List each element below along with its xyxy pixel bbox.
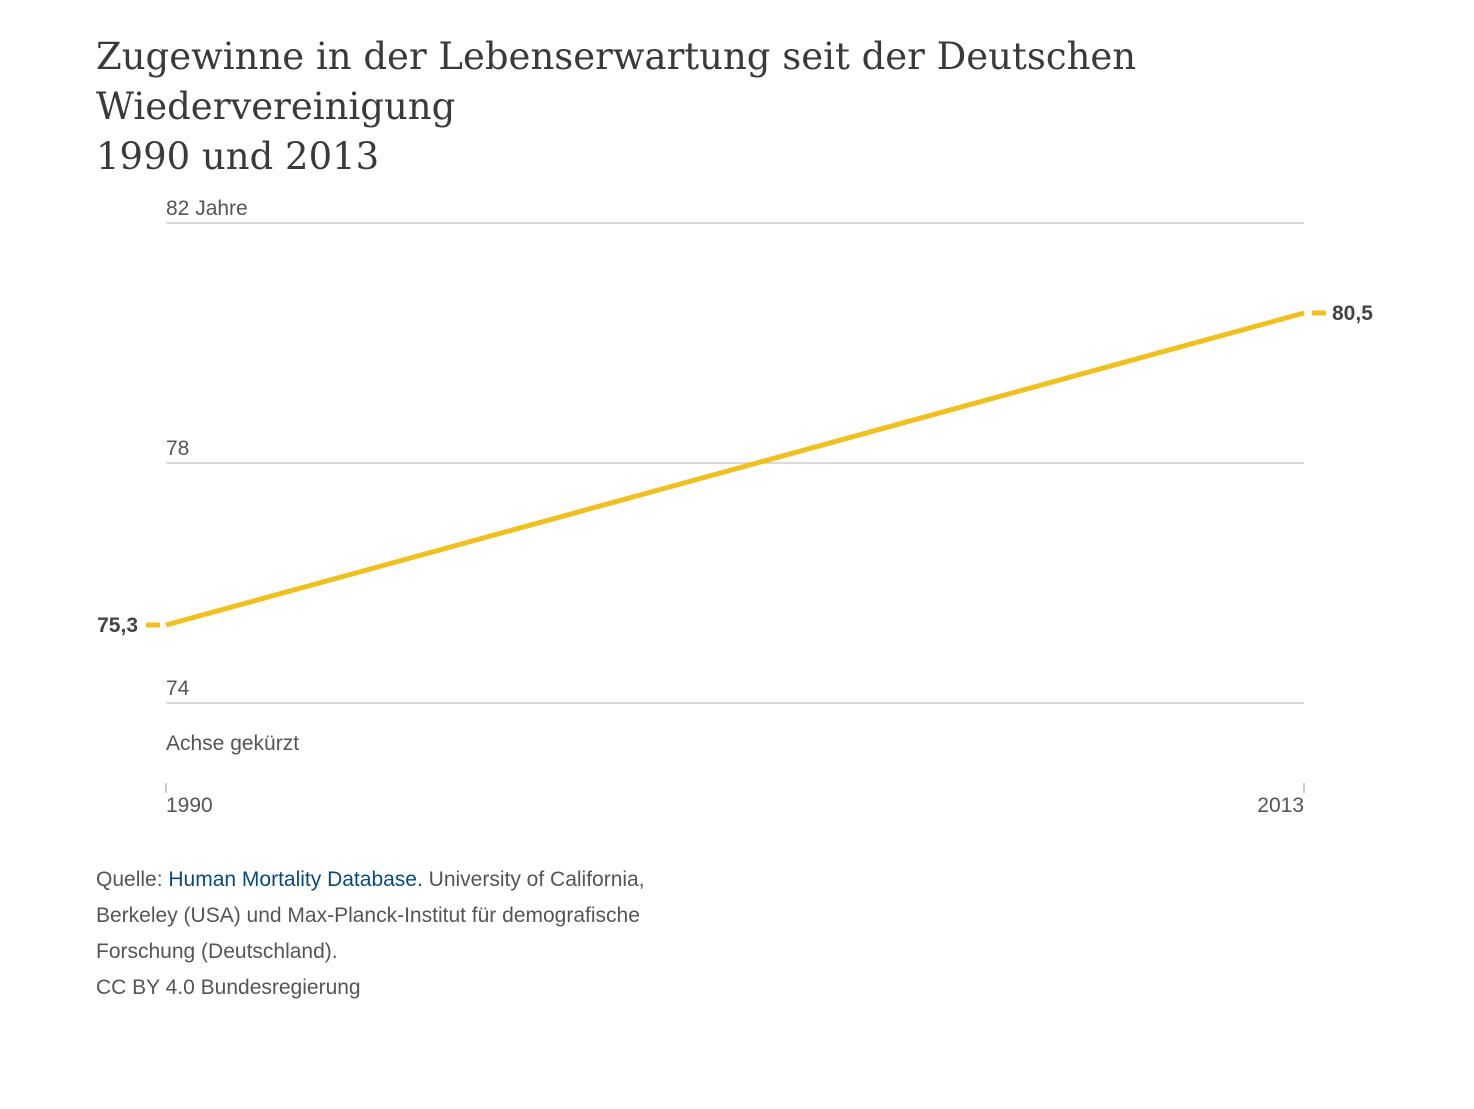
chart-title-line-2: 1990 und 2013 (96, 135, 380, 178)
source-line-3: Forschung (Deutschland). (96, 940, 338, 963)
chart-title: Zugewinne in der Lebenserwartung seit de… (96, 32, 1416, 182)
gridlines (166, 222, 1304, 704)
series-line (165, 310, 1305, 628)
source-link[interactable]: Human Mortality Database. (168, 868, 423, 891)
source-note: Quelle: Human Mortality Database. Univer… (96, 862, 716, 1006)
source-line-1: Quelle: Human Mortality Database. Univer… (96, 862, 716, 898)
y-tick-labels: 74 78 82 Jahre (166, 197, 248, 700)
x-tick-label: 2013 (1257, 794, 1304, 817)
source-line-1-rest: University of California, (422, 868, 645, 891)
series: 75,3 80,5 (97, 302, 1373, 637)
source-line-2: Berkeley (USA) und Max-Planck-Institut f… (96, 904, 640, 927)
chart-title-line-1: Zugewinne in der Lebenserwartung seit de… (96, 35, 1137, 128)
axis-note: Achse gekürzt (166, 732, 299, 755)
x-ticks: 1990 2013 (165, 783, 1305, 817)
data-label-end: 80,5 (1332, 302, 1373, 325)
license-note: CC BY 4.0 Bundesregierung (96, 976, 361, 999)
y-tick-label: 82 Jahre (166, 197, 248, 220)
y-tick-label: 74 (166, 677, 190, 700)
data-label-start: 75,3 (97, 614, 138, 637)
y-tick-label: 78 (166, 437, 189, 460)
x-tick-label: 1990 (166, 794, 213, 817)
source-prefix: Quelle: (96, 868, 169, 891)
